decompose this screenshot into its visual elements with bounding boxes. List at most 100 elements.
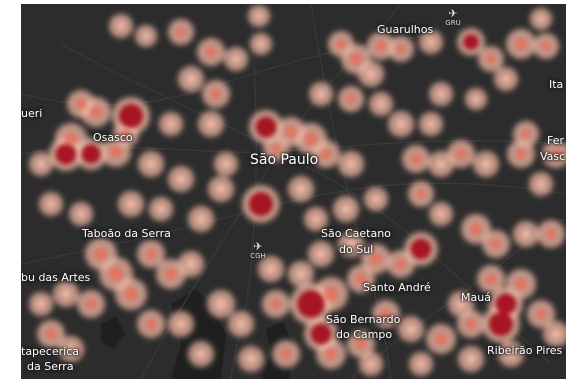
heat-spot-core <box>124 287 138 301</box>
heat-spot-core <box>166 119 176 129</box>
heat-spot-core <box>110 146 122 158</box>
label-taboao-da-serra: Taboão da Serra <box>82 227 171 240</box>
heat-spot-core <box>506 349 516 359</box>
heat-spot-core <box>316 249 326 259</box>
heat-spot-core <box>186 259 196 269</box>
label-itapecerica-line1: tapecerica <box>21 345 79 358</box>
heat-spot-core <box>320 148 332 160</box>
heat-spot-core <box>216 184 226 194</box>
heat-spot-core <box>270 298 282 310</box>
heat-spot-core <box>416 189 426 199</box>
heat-spot-core <box>495 293 517 315</box>
heat-spot-core <box>366 69 376 79</box>
heat-spot-core <box>296 184 306 194</box>
heat-spot-core <box>280 348 292 360</box>
heat-spot-core <box>489 312 513 336</box>
heat-spot-core <box>255 12 263 20</box>
label-guarulhos: Guarulhos <box>377 23 434 36</box>
heat-spot-core <box>376 99 386 109</box>
map-canvas <box>21 4 566 379</box>
heat-spot-core <box>463 34 479 50</box>
heat-spot-core <box>323 286 339 302</box>
heat-spot-core <box>346 94 356 104</box>
heat-spot-core <box>126 199 136 209</box>
label-maua: Mauá <box>461 291 491 304</box>
heat-spot-core <box>236 319 246 329</box>
water-body <box>101 316 125 349</box>
heat-spot-core <box>66 344 76 354</box>
heat-spot-core <box>550 148 562 160</box>
label-vasc: Vasc <box>540 150 566 163</box>
heat-spot-core <box>186 74 196 84</box>
heat-spot-core <box>426 37 436 47</box>
heat-spot-core <box>515 38 527 50</box>
label-sao-caetano-line1: São Caetano <box>321 227 391 240</box>
label-sao-paulo: São Paulo <box>250 152 319 168</box>
heat-spot-core <box>346 159 356 169</box>
road <box>60 43 552 365</box>
heat-spot-core <box>271 144 281 154</box>
heat-spot-core <box>176 27 186 37</box>
heat-spot-core <box>515 278 527 290</box>
heat-spot-core <box>46 199 56 209</box>
heat-spot-core <box>466 354 476 364</box>
heat-spot-core <box>436 209 446 219</box>
heat-spot-core <box>341 204 351 214</box>
heat-spot-core <box>346 239 356 249</box>
heat-spot-core <box>501 74 511 84</box>
airport-gru: ✈ GRU <box>440 8 466 27</box>
heat-spot-core <box>535 308 547 320</box>
heat-spot-core <box>485 273 497 285</box>
heat-spot-core <box>255 116 277 138</box>
heat-spot-core <box>521 229 531 239</box>
heat-spot-core <box>456 299 466 309</box>
heat-spot-core <box>370 253 382 265</box>
heat-spot-core <box>455 148 467 160</box>
heat-spot-core <box>266 264 276 274</box>
heat-spot-core <box>311 214 321 224</box>
heat-spot-core <box>81 144 101 164</box>
heat-spot-core <box>536 179 546 189</box>
heat-spot-core <box>470 223 482 235</box>
heat-spot-core <box>55 143 77 165</box>
heat-spot-core <box>36 299 46 309</box>
heat-spot-core <box>481 159 491 169</box>
heat-spot-core <box>210 88 222 100</box>
heat-spot-core <box>196 349 206 359</box>
heat-spot-core <box>145 248 157 260</box>
heat-spot-core <box>90 106 102 118</box>
heat-spot-core <box>465 318 477 330</box>
road <box>230 4 257 379</box>
heat-spot-core <box>36 159 46 169</box>
heat-spot-core <box>221 159 231 169</box>
label-sao-bernardo-line1: São Bernardo <box>326 313 401 326</box>
heat-spot-core <box>206 119 216 129</box>
airport-code: CGH <box>250 252 266 260</box>
heat-spot-core <box>336 39 346 49</box>
heat-spot-core <box>85 298 97 310</box>
label-fer: Fer <box>547 134 565 147</box>
heat-spot-core <box>521 129 531 139</box>
heat-spot-core <box>285 126 297 138</box>
heat-spot-core <box>304 132 318 146</box>
label-embu-das-artes: bu das Artes <box>21 271 91 284</box>
heat-spot-core <box>325 348 337 360</box>
heat-spot-core <box>215 298 227 310</box>
heat-spot-core <box>416 359 426 369</box>
airplane-icon: ✈ <box>448 7 458 20</box>
heat-spot-core <box>45 328 57 340</box>
heat-spot-core <box>537 15 545 23</box>
label-osasco: Osasco <box>93 131 133 144</box>
heat-spot-core <box>76 209 86 219</box>
heat-spot-core <box>355 273 367 285</box>
heat-spot-core <box>249 192 273 216</box>
heat-spot-core <box>366 359 376 369</box>
heatmap-map[interactable]: Guarulhos Ita ueri Osasco São Paulo Fer … <box>21 4 566 379</box>
heat-spot-core <box>436 89 446 99</box>
heat-spot-core <box>355 338 367 350</box>
heat-spot-core <box>94 247 108 261</box>
label-sao-caetano-line2: do Sul <box>339 243 374 256</box>
label-itapecerica-line2: da Serra <box>27 360 74 373</box>
heat-spot-core <box>75 98 87 110</box>
heat-spot-core <box>246 354 256 364</box>
